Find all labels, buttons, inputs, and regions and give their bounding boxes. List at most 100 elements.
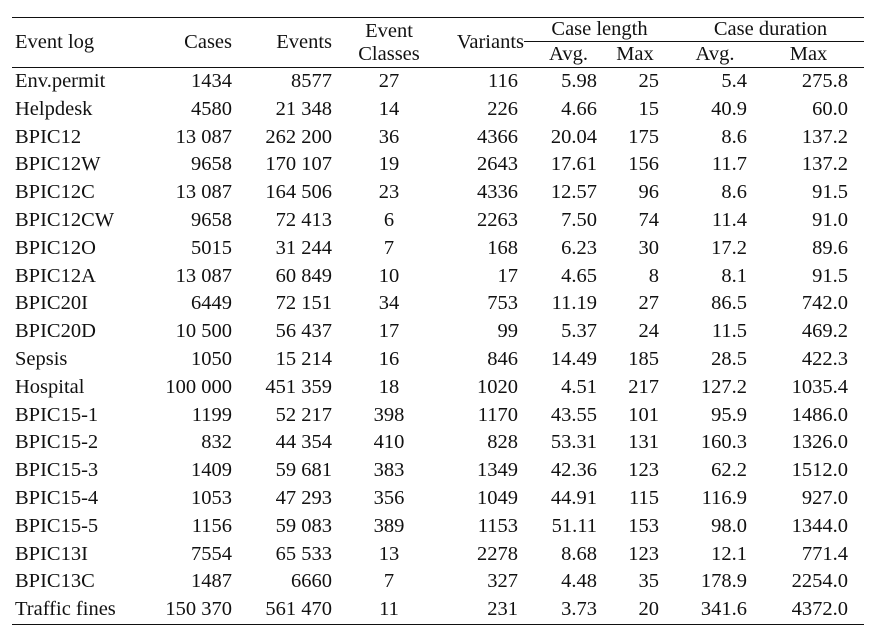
cell-cases: 832 bbox=[201, 431, 232, 454]
cell-event-classes: 13 bbox=[378, 542, 400, 565]
cell-duration-avg: 8.6 bbox=[721, 125, 747, 148]
header-length-avg: Avg. bbox=[549, 43, 588, 65]
cell-event-log: BPIC13I bbox=[15, 542, 88, 565]
cell-duration-avg: 127.2 bbox=[700, 375, 747, 398]
cell-cases: 1050 bbox=[191, 347, 232, 370]
header-event-classes-line1: Event bbox=[365, 19, 413, 42]
cell-duration-max: 771.4 bbox=[801, 542, 849, 565]
cell-variants: 1020 bbox=[477, 375, 518, 398]
cell-cases: 9658 bbox=[191, 153, 232, 176]
cell-event-classes: 34 bbox=[378, 292, 400, 315]
header-case-duration: Case duration bbox=[667, 17, 865, 42]
header-duration-max: Max bbox=[789, 43, 828, 65]
cell-length-max: 8 bbox=[648, 264, 659, 287]
cell-length-max: 24 bbox=[638, 320, 660, 343]
cell-event-log: Env.permit bbox=[15, 70, 106, 92]
cell-events: 451 359 bbox=[265, 375, 332, 398]
cell-length-avg: 7.50 bbox=[561, 208, 597, 231]
cell-length-max: 123 bbox=[628, 542, 659, 565]
cell-duration-avg: 341.6 bbox=[667, 596, 753, 625]
cell-events: 56 437 bbox=[275, 320, 332, 343]
cell-length-max: 175 bbox=[628, 125, 659, 148]
cell-duration-avg: 8.1 bbox=[721, 264, 747, 287]
cell-event-log: BPIC12A bbox=[15, 264, 96, 287]
table-row: Hospital 100 000 451 359 18 1020 4.51 217 127.2… bbox=[12, 374, 864, 402]
header-length-max: Max bbox=[616, 43, 654, 65]
cell-length-avg: 11.19 bbox=[551, 292, 597, 315]
cell-event-log: BPIC12O bbox=[15, 236, 96, 259]
cell-length-avg: 5.37 bbox=[561, 320, 597, 343]
cell-variants: 4336 bbox=[477, 181, 518, 204]
header-event-log: Event log bbox=[15, 31, 95, 53]
cell-variants: 846 bbox=[487, 347, 518, 370]
cell-duration-avg: 8.6 bbox=[721, 181, 747, 204]
cell-event-log: Traffic fines bbox=[12, 596, 150, 625]
cell-event-classes: 14 bbox=[378, 97, 400, 120]
cell-event-classes: 7 bbox=[383, 570, 395, 593]
cell-events: 170 107 bbox=[265, 153, 332, 176]
cell-duration-avg: 28.5 bbox=[711, 347, 747, 370]
cell-variants: 1153 bbox=[477, 514, 518, 537]
cell-length-avg: 4.65 bbox=[561, 264, 597, 287]
cell-event-classes: 19 bbox=[378, 153, 400, 176]
cell-events: 59 083 bbox=[275, 514, 332, 537]
cell-length-avg: 20.04 bbox=[550, 125, 597, 148]
cell-duration-max: 742.0 bbox=[801, 292, 849, 315]
cell-cases: 13 087 bbox=[175, 125, 232, 148]
cell-duration-avg: 11.4 bbox=[711, 208, 747, 231]
table-row: Helpdesk 4580 21 348 14 226 4.66 15 40.9 60.0 bbox=[12, 96, 864, 124]
cell-length-avg: 6.23 bbox=[561, 236, 597, 259]
cell-length-avg: 17.61 bbox=[550, 153, 597, 176]
cell-events: 164 506 bbox=[265, 181, 332, 204]
cell-events: 31 244 bbox=[275, 236, 332, 259]
cell-cases: 1487 bbox=[191, 570, 232, 593]
cell-length-avg: 4.66 bbox=[561, 97, 597, 120]
cell-events: 15 214 bbox=[275, 347, 332, 370]
cell-duration-max: 1035.4 bbox=[791, 375, 849, 398]
cell-event-log: BPIC15-1 bbox=[15, 403, 99, 426]
table-row: BPIC12 13 087 262 200 36 4366 20.04 175 8.6 137.… bbox=[12, 124, 864, 152]
cell-cases: 150 370 bbox=[150, 596, 238, 625]
cell-events: 6660 bbox=[291, 570, 332, 593]
cell-cases: 1409 bbox=[191, 459, 232, 482]
cell-length-avg: 8.68 bbox=[561, 542, 597, 565]
cell-variants: 17 bbox=[497, 264, 519, 287]
cell-length-avg: 44.91 bbox=[550, 486, 597, 509]
table-row: BPIC15-1 1199 52 217 398 1170 43.55 101 95.9 148… bbox=[12, 402, 864, 430]
cell-variants: 226 bbox=[487, 97, 518, 120]
table-row: BPIC12O 5015 31 244 7 168 6.23 30 17.2 89.6 bbox=[12, 235, 864, 263]
table-row: BPIC13I 7554 65 533 13 2278 8.68 123 12.1 771.4 bbox=[12, 541, 864, 569]
cell-length-max: 27 bbox=[638, 292, 660, 315]
cell-event-classes: 11 bbox=[338, 596, 440, 625]
header-cases: Cases bbox=[184, 31, 232, 53]
table-row: BPIC15-4 1053 47 293 356 1049 44.91 115 116.9 92… bbox=[12, 485, 864, 513]
cell-events: 262 200 bbox=[265, 125, 332, 148]
cell-cases: 13 087 bbox=[175, 264, 232, 287]
cell-events: 65 533 bbox=[275, 542, 332, 565]
cell-duration-max: 927.0 bbox=[801, 486, 849, 509]
cell-event-log: Hospital bbox=[15, 375, 85, 398]
cell-event-classes: 27 bbox=[378, 70, 400, 92]
cell-length-avg: 51.11 bbox=[551, 514, 597, 537]
cell-event-classes: 7 bbox=[383, 236, 395, 259]
cell-event-classes: 356 bbox=[373, 486, 405, 509]
cell-event-classes: 398 bbox=[373, 403, 405, 426]
cell-events: 72 151 bbox=[275, 292, 332, 315]
cell-length-max: 153 bbox=[628, 514, 659, 537]
table-row: BPIC15-2 832 44 354 410 828 53.31 131 160.3 1326… bbox=[12, 429, 864, 457]
cell-duration-max: 89.6 bbox=[812, 236, 849, 259]
cell-event-log: BPIC12CW bbox=[15, 208, 115, 231]
cell-variants: 116 bbox=[488, 70, 518, 92]
cell-length-max: 156 bbox=[628, 153, 659, 176]
cell-duration-max: 1512.0 bbox=[791, 459, 849, 482]
cell-length-max: 217 bbox=[628, 375, 659, 398]
cell-duration-max: 137.2 bbox=[801, 125, 849, 148]
cell-length-max: 25 bbox=[638, 70, 660, 92]
cell-events: 44 354 bbox=[275, 431, 332, 454]
cell-variants: 4366 bbox=[477, 125, 518, 148]
cell-length-max: 15 bbox=[638, 97, 660, 120]
table-row: BPIC15-3 1409 59 681 383 1349 42.36 123 62.2 151… bbox=[12, 457, 864, 485]
cell-cases: 9658 bbox=[191, 208, 232, 231]
table-row: Traffic fines 150 370 561 470 11 231 3.73 20 34… bbox=[12, 596, 865, 625]
cell-variants: 2278 bbox=[477, 542, 518, 565]
